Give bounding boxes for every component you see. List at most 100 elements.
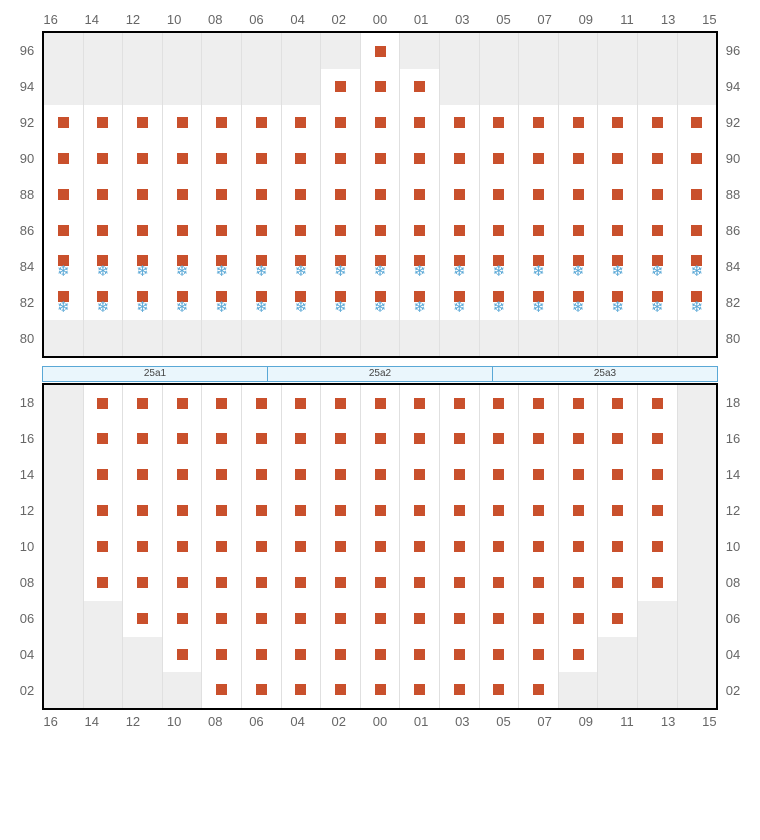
cell-seat[interactable] — [399, 105, 439, 141]
cell-seat[interactable] — [558, 529, 598, 565]
cell-seat[interactable] — [597, 565, 637, 601]
cell-seat[interactable] — [201, 141, 241, 177]
cell-seat[interactable] — [241, 637, 281, 673]
cell-seat[interactable] — [320, 177, 360, 213]
cell-seat[interactable] — [241, 565, 281, 601]
cell-seat[interactable] — [518, 672, 558, 708]
cell-seat[interactable] — [637, 213, 677, 249]
cell-seat[interactable] — [360, 177, 400, 213]
cell-seat[interactable] — [637, 105, 677, 141]
cell-seat-cold[interactable]: ❄ — [83, 285, 123, 321]
cell-seat[interactable] — [597, 105, 637, 141]
cell-seat[interactable] — [637, 565, 677, 601]
cell-seat[interactable] — [479, 565, 519, 601]
cell-seat[interactable] — [162, 493, 202, 529]
cell-seat[interactable] — [479, 213, 519, 249]
cell-seat[interactable] — [281, 493, 321, 529]
cell-seat[interactable] — [122, 421, 162, 457]
cell-seat[interactable] — [439, 637, 479, 673]
cell-seat[interactable] — [241, 457, 281, 493]
cell-seat-cold[interactable]: ❄ — [518, 249, 558, 285]
cell-seat[interactable] — [44, 105, 83, 141]
cell-seat-cold[interactable]: ❄ — [399, 249, 439, 285]
cell-seat[interactable] — [439, 105, 479, 141]
cell-seat[interactable] — [201, 385, 241, 421]
cell-seat[interactable] — [597, 457, 637, 493]
cell-seat[interactable] — [439, 601, 479, 637]
cell-seat[interactable] — [558, 565, 598, 601]
stage-segment[interactable]: 25a1 — [42, 366, 268, 382]
cell-seat-cold[interactable]: ❄ — [439, 249, 479, 285]
cell-seat[interactable] — [241, 421, 281, 457]
cell-seat[interactable] — [281, 105, 321, 141]
cell-seat[interactable] — [558, 105, 598, 141]
cell-seat[interactable] — [320, 601, 360, 637]
cell-seat[interactable] — [677, 177, 717, 213]
cell-seat[interactable] — [597, 601, 637, 637]
cell-seat[interactable] — [360, 213, 400, 249]
cell-seat-cold[interactable]: ❄ — [83, 249, 123, 285]
cell-seat[interactable] — [320, 421, 360, 457]
cell-seat[interactable] — [320, 105, 360, 141]
cell-seat[interactable] — [518, 637, 558, 673]
cell-seat[interactable] — [162, 637, 202, 673]
cell-seat[interactable] — [399, 457, 439, 493]
cell-seat[interactable] — [439, 493, 479, 529]
cell-seat[interactable] — [479, 141, 519, 177]
cell-seat-cold[interactable]: ❄ — [241, 249, 281, 285]
cell-seat[interactable] — [320, 565, 360, 601]
cell-seat[interactable] — [201, 565, 241, 601]
cell-seat[interactable] — [162, 457, 202, 493]
cell-seat[interactable] — [201, 105, 241, 141]
cell-seat-cold[interactable]: ❄ — [558, 285, 598, 321]
cell-seat[interactable] — [241, 177, 281, 213]
cell-seat[interactable] — [201, 213, 241, 249]
cell-seat-cold[interactable]: ❄ — [122, 285, 162, 321]
cell-seat[interactable] — [162, 141, 202, 177]
cell-seat[interactable] — [439, 529, 479, 565]
cell-seat[interactable] — [439, 385, 479, 421]
cell-seat[interactable] — [360, 493, 400, 529]
cell-seat[interactable] — [201, 177, 241, 213]
cell-seat[interactable] — [122, 177, 162, 213]
cell-seat[interactable] — [83, 457, 123, 493]
cell-seat[interactable] — [399, 421, 439, 457]
cell-seat[interactable] — [320, 457, 360, 493]
cell-seat-cold[interactable]: ❄ — [677, 249, 717, 285]
cell-seat[interactable] — [479, 601, 519, 637]
cell-seat[interactable] — [558, 177, 598, 213]
cell-seat-cold[interactable]: ❄ — [162, 249, 202, 285]
cell-seat[interactable] — [479, 457, 519, 493]
cell-seat[interactable] — [518, 105, 558, 141]
cell-seat[interactable] — [399, 69, 439, 105]
cell-seat[interactable] — [320, 529, 360, 565]
cell-seat[interactable] — [241, 672, 281, 708]
cell-seat[interactable] — [399, 213, 439, 249]
cell-seat[interactable] — [241, 141, 281, 177]
cell-seat[interactable] — [558, 457, 598, 493]
cell-seat[interactable] — [201, 421, 241, 457]
cell-seat[interactable] — [637, 141, 677, 177]
cell-seat[interactable] — [122, 493, 162, 529]
cell-seat[interactable] — [558, 141, 598, 177]
cell-seat[interactable] — [637, 457, 677, 493]
cell-seat[interactable] — [122, 213, 162, 249]
cell-seat[interactable] — [162, 177, 202, 213]
cell-seat[interactable] — [162, 565, 202, 601]
cell-seat-cold[interactable]: ❄ — [44, 285, 83, 321]
cell-seat[interactable] — [281, 385, 321, 421]
cell-seat[interactable] — [558, 601, 598, 637]
cell-seat[interactable] — [439, 213, 479, 249]
cell-seat[interactable] — [44, 213, 83, 249]
cell-seat[interactable] — [518, 601, 558, 637]
cell-seat[interactable] — [558, 421, 598, 457]
cell-seat-cold[interactable]: ❄ — [479, 249, 519, 285]
cell-seat[interactable] — [122, 385, 162, 421]
cell-seat[interactable] — [320, 493, 360, 529]
cell-seat[interactable] — [360, 141, 400, 177]
cell-seat[interactable] — [439, 141, 479, 177]
cell-seat[interactable] — [677, 141, 717, 177]
cell-seat[interactable] — [44, 141, 83, 177]
cell-seat[interactable] — [637, 529, 677, 565]
cell-seat[interactable] — [399, 177, 439, 213]
